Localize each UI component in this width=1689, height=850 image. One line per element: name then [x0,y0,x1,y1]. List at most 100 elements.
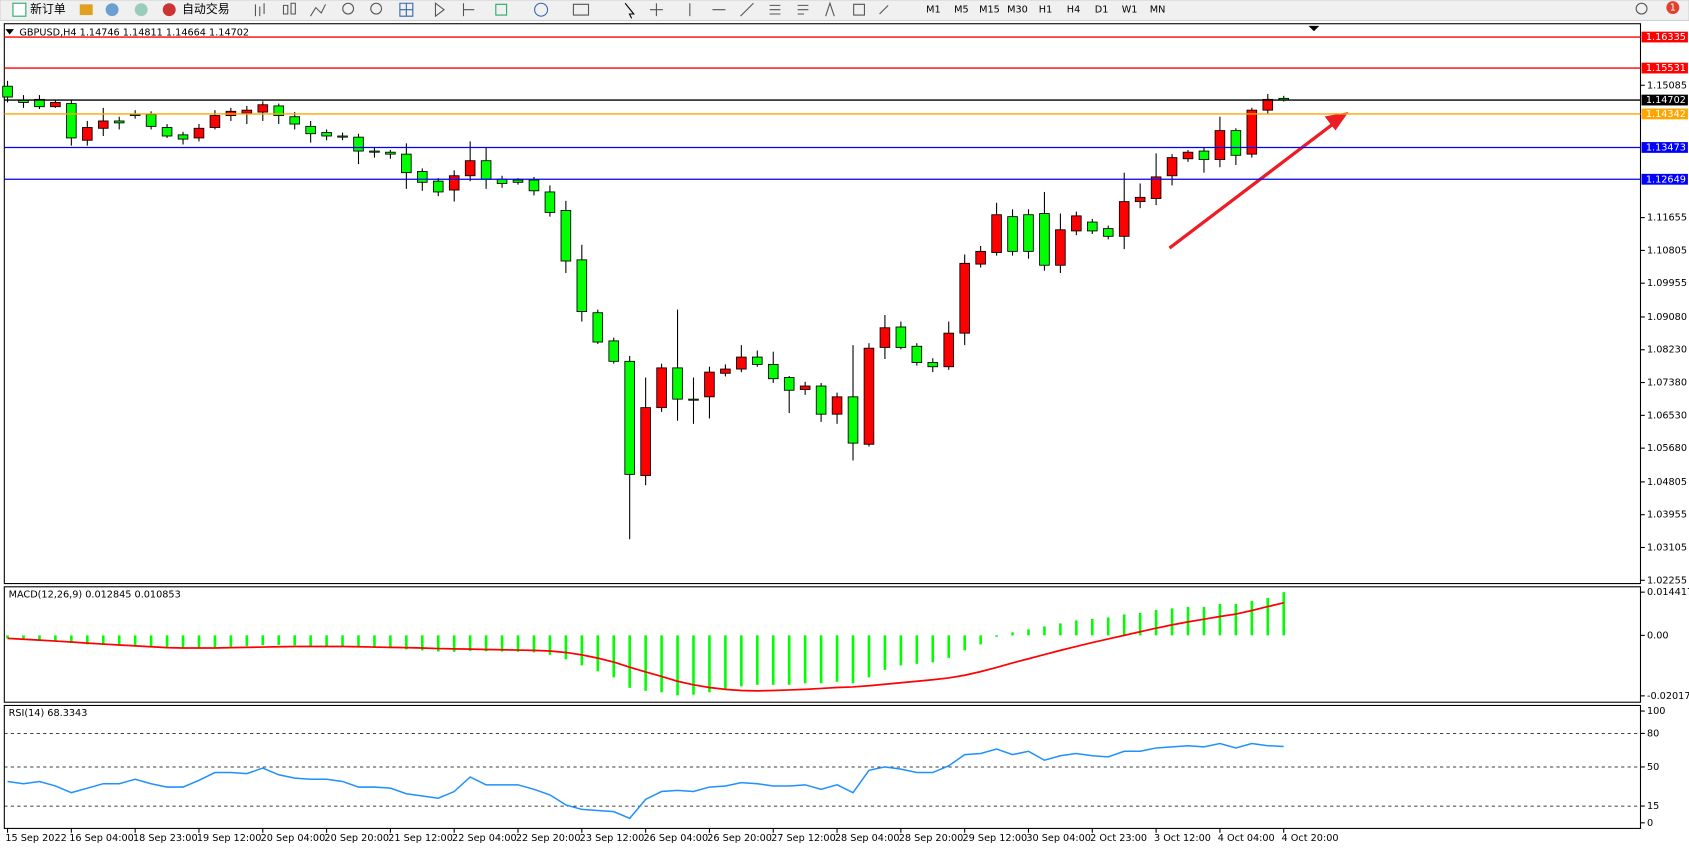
x-tick-label: 16 Sep 04:00 [69,833,134,844]
icon[interactable] [462,3,475,17]
candle-body [161,127,173,137]
macd-bar [644,635,647,691]
timeframe-bar: M1 M5 M15 M30 H1 H4 D1 W1 MN [926,5,1165,16]
macd-bar [117,635,121,646]
icon[interactable] [624,2,635,19]
macd-bar [676,635,679,696]
macd-bar [1154,609,1158,636]
rsi-line [7,742,1284,820]
candle-body [321,132,332,137]
icon[interactable] [434,2,445,18]
candle-body [799,385,811,390]
macd-bar [1059,623,1062,636]
macd-bar [309,635,312,646]
icon[interactable] [254,3,265,17]
timeframe-button[interactable]: M15 [979,5,1000,16]
timeframe-button[interactable]: H4 [1067,5,1080,16]
toolbar: 新订单 自动交易 M1 M5 M15 M30 H1 H4 D1 W1 MN [0,0,1689,22]
icon[interactable] [342,2,355,15]
icon[interactable] [769,4,809,15]
icon [162,3,176,17]
macd-bar [963,635,966,651]
macd-bar [660,635,663,693]
macd-bar [452,635,456,652]
icon[interactable] [105,3,119,17]
macd-bar [708,635,711,693]
new-order-button[interactable]: 新订单 [12,2,66,17]
candle-body [1214,130,1226,160]
timeframe-button[interactable]: W1 [1122,5,1138,16]
macd-bar [245,635,249,647]
candle-body [417,171,428,183]
notification-count: 1 [1670,3,1676,14]
candle-body [1198,150,1210,160]
candle-body [847,396,859,444]
candle-body [1039,213,1050,266]
candle-body [1007,216,1018,252]
macd-bar [1266,597,1270,636]
macd-bar [341,635,344,647]
x-tick-label: 30 Sep 04:00 [1026,833,1091,844]
candle-body [911,345,923,363]
icon[interactable] [370,2,383,15]
macd-bar [86,635,89,645]
macd-bar [883,635,887,670]
candle-body [82,127,93,141]
icon[interactable] [282,2,296,15]
symbol-icon [5,29,15,35]
timeframe-button[interactable]: M30 [1007,5,1028,16]
timeframe-button[interactable]: D1 [1095,5,1109,16]
macd-bar [500,635,504,652]
timeframe-button[interactable]: M1 [926,5,941,16]
timeframe-button[interactable]: MN [1150,5,1166,16]
icon[interactable] [495,3,508,16]
macd-bar [819,635,823,684]
icon[interactable] [309,4,326,17]
arrow-shaft [1168,121,1336,250]
x-tick-label: 28 Sep 04:00 [835,833,900,844]
timeframe-button[interactable]: H1 [1039,5,1052,16]
candle-body [927,362,939,368]
signal-line [7,601,1284,692]
y-tick-label: 1.03105 [1647,542,1687,553]
icon[interactable] [572,3,590,16]
icon[interactable] [649,3,663,17]
candle-body [975,250,986,265]
search-icon[interactable] [1635,2,1648,15]
icon[interactable] [79,4,93,16]
arrow-head [1324,112,1349,131]
icon[interactable] [534,2,549,17]
macd-bar [1218,603,1222,636]
auto-trading-button[interactable]: 自动交易 [162,2,230,17]
icon[interactable] [689,2,754,17]
candle-body [544,191,556,213]
toolbar-icons [254,1,889,19]
candle-body [480,160,492,180]
y-tick-label: 1.09955 [1647,278,1687,289]
candle-body [1118,201,1130,237]
macd-bar [947,635,951,658]
candle-body [1262,98,1274,111]
macd-bar [564,635,568,660]
level-label: 1.13473 [1646,142,1686,153]
x-tick-label: 21 Sep 12:00 [388,833,453,844]
x-tick-label: 22 Sep 04:00 [452,833,517,844]
level-label-bg [1641,94,1688,106]
icon[interactable] [134,3,148,17]
icon[interactable] [399,2,414,17]
notification-badge[interactable] [1666,1,1680,15]
timeframe-button[interactable]: M5 [954,5,969,16]
candle-body [767,363,779,380]
main-title: GBPUSD,H4 1.14746 1.14811 1.14664 1.1470… [19,27,249,38]
macd-bar [516,635,520,652]
icon[interactable] [825,1,889,17]
x-tick-label: 20 Sep 20:00 [324,833,389,844]
candle-body [863,347,875,445]
macd-bar [405,635,408,650]
macd-bar [1234,603,1238,636]
macd-bar [133,635,137,646]
candle-body [1230,130,1242,156]
macd-bar [70,635,73,643]
